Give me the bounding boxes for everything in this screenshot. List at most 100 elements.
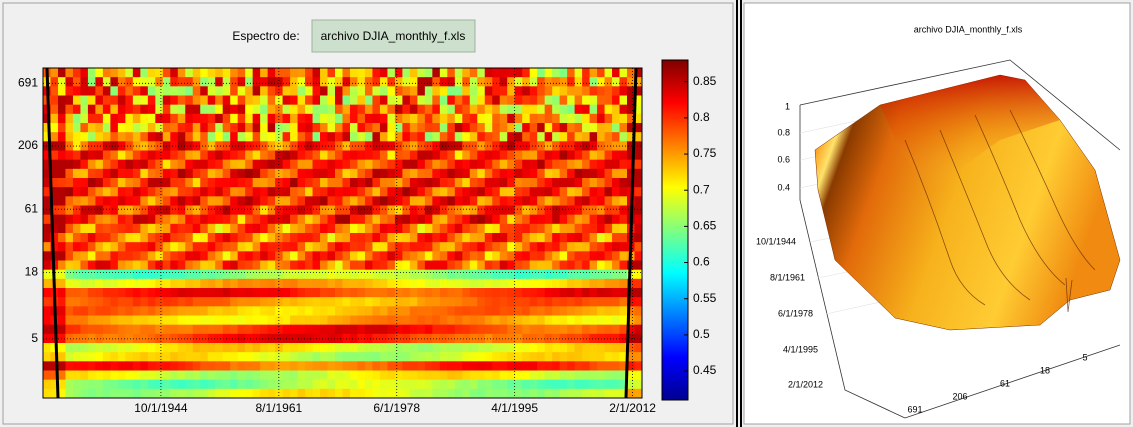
heatmap-cell [117,297,126,307]
heatmap-cell [342,77,351,87]
heatmap-cell [589,168,598,179]
heatmap-cell [57,379,66,390]
heatmap-cell [87,150,96,161]
heatmap-cell [260,205,269,216]
heatmap-cell [469,306,478,316]
heatmap-cell [185,104,194,115]
heatmap-cell [462,123,471,133]
heatmap-cell [72,361,81,371]
heatmap-cell [394,113,403,124]
heatmap-cell [95,242,104,252]
heatmap-cell [514,315,523,326]
heatmap-cell [237,379,246,390]
heatmap-cell [110,141,119,151]
heatmap-cell [402,343,411,353]
heatmap-cell [612,223,621,234]
heatmap-cell [335,324,343,335]
heatmap-cell [305,95,314,106]
heatmap-cell [469,361,478,371]
heatmap-cell [305,269,314,280]
heatmap-cell [582,370,591,381]
heatmap-cell [260,132,269,142]
heatmap-cell [260,233,269,243]
heatmap-cell [305,132,314,142]
heatmap-cell [612,205,621,216]
heatmap-cell [185,324,194,335]
heatmap-cell [95,168,104,179]
heatmap-cell [170,104,179,115]
heatmap-cell [110,68,119,78]
heatmap-cell [170,123,179,133]
heatmap-cell [230,251,239,261]
heatmap-cell [215,196,224,206]
heatmap-cell [80,242,89,252]
heatmap-cell [297,242,306,252]
heatmap-cell [185,333,194,344]
heatmap-cell [447,251,456,261]
heatmap-cell [514,343,523,353]
heatmap-cell [379,123,388,133]
heatmap-cell [125,388,134,399]
heatmap-cell [574,132,583,142]
heatmap-cell [612,77,621,87]
heatmap-cell [117,205,126,216]
heatmap-cell [200,288,209,298]
heatmap-cell [57,132,66,142]
heatmap-cell [597,178,606,188]
heatmap-cell [282,297,291,307]
heatmap-cell [57,86,66,96]
heatmap-cell [417,306,426,316]
heatmap-cell [327,297,336,307]
heatmap-cell [529,343,538,353]
heatmap-cell [275,77,284,87]
heatmap-cell [552,77,561,87]
file-button[interactable] [311,19,476,53]
heatmap-cell [357,233,366,243]
heatmap-cell [230,388,239,399]
heatmap-cell [185,370,194,381]
heatmap-cell [95,132,104,142]
heatmap-cell [432,168,441,179]
heatmap-cell [447,278,456,289]
heatmap-cell [87,288,96,298]
heatmap-cell [327,315,336,326]
heatmap-cell [102,251,111,261]
heatmap-cell [582,86,591,96]
heatmap-cell [469,288,478,298]
heatmap-cell [424,288,433,298]
heatmap-cell [552,132,561,142]
heatmap-cell [424,251,433,261]
heatmap-cell [417,168,426,179]
heatmap-cell [417,260,426,271]
heatmap-cell [290,251,299,261]
heatmap-cell [335,242,343,252]
heatmap-cell [462,132,471,142]
heatmap-cell [604,233,613,243]
heatmap-cell [619,379,628,390]
heatmap-cell [43,251,51,261]
heatmap-cell [140,150,149,161]
heatmap-cell [282,214,291,225]
heatmap-cell [215,132,224,142]
heatmap-cell [522,178,531,188]
z-tick-label: 0.8 [777,127,790,137]
heatmap-cell [349,333,358,344]
heatmap-cell [364,333,373,344]
heatmap-cell [43,196,51,206]
heatmap-cell [43,324,51,335]
heatmap-cell [312,297,321,307]
heatmap-cell [514,269,523,280]
heatmap-cell [282,86,291,96]
heatmap-cell [454,205,463,216]
heatmap-cell [349,343,358,353]
heatmap-cell [379,278,388,289]
heatmap-cell [57,77,66,87]
colorbar [661,59,689,401]
heatmap-cell [349,95,358,106]
heatmap-cell [312,379,321,390]
heatmap-cell [282,278,291,289]
file-button-label[interactable]: archivo DJIA_monthly_f.xls [321,29,466,43]
heatmap-cell [529,77,538,87]
heatmap-cell [312,370,321,381]
heatmap-cell [245,205,254,216]
